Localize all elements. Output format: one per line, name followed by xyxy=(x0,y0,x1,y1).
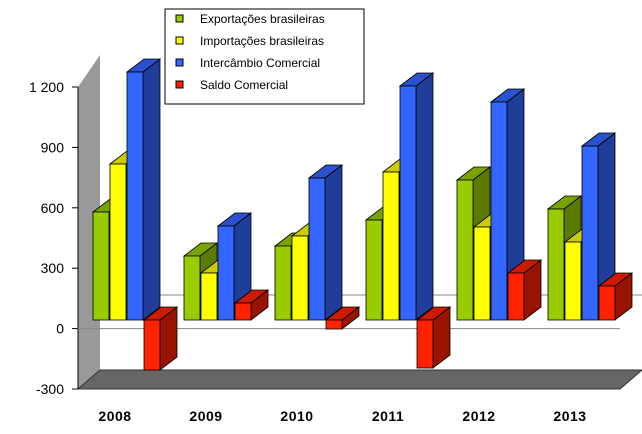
legend-label: Intercâmbio Comercial xyxy=(200,56,320,70)
bar xyxy=(506,259,543,321)
y-axis-ticks: -300 0 300 600 900 1 200 xyxy=(29,79,78,397)
x-axis-labels: 2008 2009 2010 2011 2012 2013 xyxy=(98,408,586,424)
x-tick-label: 2011 xyxy=(372,408,404,424)
x-tick-label: 2010 xyxy=(280,408,313,424)
legend-swatch xyxy=(175,80,184,89)
x-tick-label: 2012 xyxy=(462,408,495,424)
bar xyxy=(142,306,179,371)
bar xyxy=(580,132,617,321)
legend: Exportações brasileiras Importações brasi… xyxy=(164,8,365,105)
bar xyxy=(398,72,435,321)
bar xyxy=(324,306,361,330)
legend-label: Importações brasileiras xyxy=(200,34,324,48)
legend-label: Exportações brasileiras xyxy=(200,12,325,26)
bar xyxy=(489,88,526,321)
bar xyxy=(216,212,253,321)
bar xyxy=(415,306,452,369)
x-tick-label: 2008 xyxy=(98,408,131,424)
x-tick-label: 2009 xyxy=(189,408,222,424)
bar xyxy=(307,164,344,321)
y-tick-label: -300 xyxy=(36,381,64,397)
legend-label: Saldo Comercial xyxy=(200,78,288,92)
y-tick-label: 1 200 xyxy=(29,79,64,95)
legend-swatch xyxy=(175,58,184,67)
bar xyxy=(125,58,162,321)
legend-box xyxy=(164,8,365,105)
legend-swatch xyxy=(175,14,184,23)
bars xyxy=(91,58,634,371)
legend-swatch xyxy=(175,36,184,45)
bar xyxy=(597,272,634,321)
y-tick-label: 300 xyxy=(41,260,65,276)
floor xyxy=(76,369,642,390)
y-tick-label: 600 xyxy=(41,200,65,216)
y-tick-label: 900 xyxy=(41,139,65,155)
y-tick-label: 0 xyxy=(56,321,64,337)
x-tick-label: 2013 xyxy=(553,408,586,424)
bar xyxy=(233,289,270,321)
